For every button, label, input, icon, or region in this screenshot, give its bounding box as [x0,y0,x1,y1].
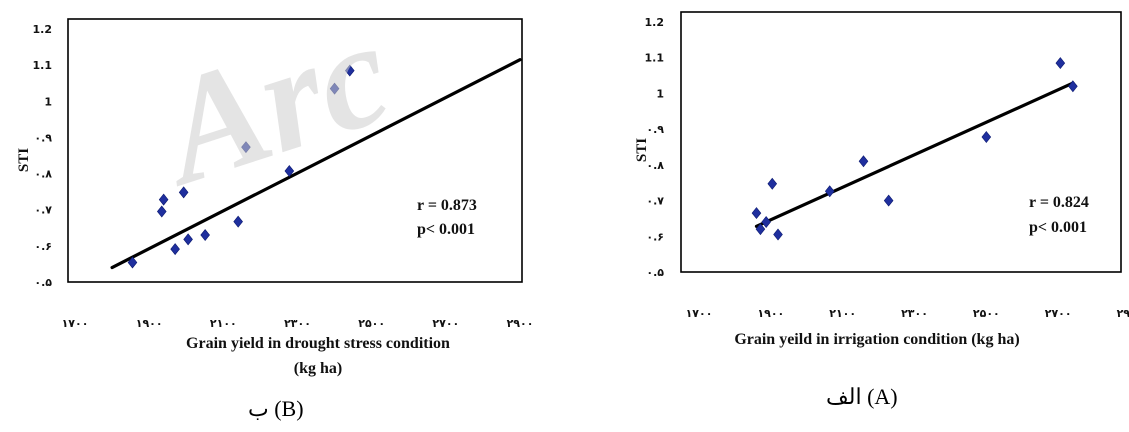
x-tick-label: ۱۹۰۰ [136,317,163,330]
data-point-diamond [767,177,778,190]
caption-b: ب (B) [248,396,304,421]
chart-panel-b: ۰.۵ ۰.۶ ۰.۷ ۰.۸ ۰.۹ 1 1.1 1.2 ۱۷۰۰ ۱۹۰۰ ۲۱۰۰ ۲۳۰۰ ۲۵… [0,0,540,432]
data-point-diamond [883,194,894,207]
x-tick-label: ۲۵۰۰ [973,307,1000,320]
data-point-diamond [178,186,189,199]
data-point-diamond [183,233,193,246]
data-point-diamond [329,82,340,95]
y-tick-label: ۰.۹ [34,131,52,144]
x-axis-label-unit: (kg ha) [294,360,342,377]
x-tick-label: ۲۱۰۰ [829,307,856,320]
plot-area-frame-b [67,18,523,283]
caption-a: الف (A) [826,384,898,409]
data-point-diamond [773,228,783,241]
data-point-diamond [233,215,243,228]
y-tick-label: 1 [44,95,52,108]
y-tick-label: ۰.۹ [646,123,664,136]
data-point-diamond [1055,57,1066,70]
chart-a: ۰.۵ ۰.۶ ۰.۷ ۰.۸ ۰.۹ 1 1.1 1.2 ۱۷۰۰ ۱۹۰۰ ۲۱۰۰ ۲۳۰۰ ۲۵… [634,11,1129,348]
data-point-diamond [824,185,835,198]
data-point-diamond [284,165,295,178]
trendline [754,81,1075,228]
data-point-diamond [158,193,169,206]
y-tick-label: 1.1 [645,52,665,65]
y-tick-label: ۰.۷ [646,195,664,208]
correlation-r-label: r = 0.873 [417,197,477,214]
y-tick-label: ۰.۵ [646,266,664,279]
data-point-diamond [156,205,167,218]
x-tick-label: ۲۳۰۰ [901,307,928,320]
x-tick-label: ۲۵۰۰ [358,317,385,330]
x-axis-label: Grain yield in drought stress condition [186,335,450,352]
x-tick-label: ۲۹۰۰ [1117,307,1129,320]
chart-b: ۰.۵ ۰.۶ ۰.۷ ۰.۸ ۰.۹ 1 1.1 1.2 ۱۷۰۰ ۱۹۰۰ ۲۱۰۰ ۲۳۰۰ ۲۵… [16,18,534,377]
p-value-label: p< 0.001 [1029,219,1087,236]
data-point-diamond [751,207,762,220]
data-point-diamond [200,229,210,241]
y-tick-label: ۰.۶ [34,240,52,253]
trendline [110,58,522,270]
correlation-r-label: r = 0.824 [1029,194,1089,211]
x-tick-label: ۱۷۰۰ [686,307,713,320]
x-tick-label: ۱۷۰۰ [62,317,89,330]
p-value-label: p< 0.001 [417,221,475,238]
data-point-diamond [755,223,766,236]
y-tick-label: 1.2 [33,23,53,36]
y-tick-label: ۰.۶ [646,230,664,243]
plot-area-frame-a [680,11,1122,273]
x-tick-label: ۲۷۰۰ [432,317,459,330]
data-point-diamond [761,216,771,228]
y-tick-label: ۰.۸ [646,159,664,172]
y-tick-label: 1 [656,87,664,100]
y-axis-label: STI [16,148,32,172]
y-tick-label: ۰.۷ [34,204,52,217]
data-point-diamond [241,141,251,154]
x-tick-label: ۲۳۰۰ [284,317,311,330]
y-axis-label: STI [634,138,650,162]
x-tick-label: ۱۹۰۰ [757,307,784,320]
x-tick-label: ۲۹۰۰ [507,317,534,330]
y-tick-label: 1.1 [33,59,53,72]
data-point-diamond [1068,80,1078,93]
data-point-diamond [170,243,180,256]
data-point-diamond [858,155,869,168]
x-tick-label: ۲۱۰۰ [210,317,237,330]
x-tick-label: ۲۷۰۰ [1045,307,1072,320]
data-point-diamond [345,64,355,77]
y-tick-label: ۰.۵ [34,276,52,289]
chart-panel-a: ۰.۵ ۰.۶ ۰.۷ ۰.۸ ۰.۹ 1 1.1 1.2 ۱۷۰۰ ۱۹۰۰ ۲۱۰۰ ۲۳۰۰ ۲۵… [590,0,1129,432]
y-tick-label: ۰.۸ [34,168,52,181]
x-axis-label: Grain yeild in irrigation condition (kg … [734,331,1019,348]
y-tick-label: 1.2 [645,16,665,29]
data-point-diamond [981,131,992,143]
data-point-diamond [127,256,138,269]
